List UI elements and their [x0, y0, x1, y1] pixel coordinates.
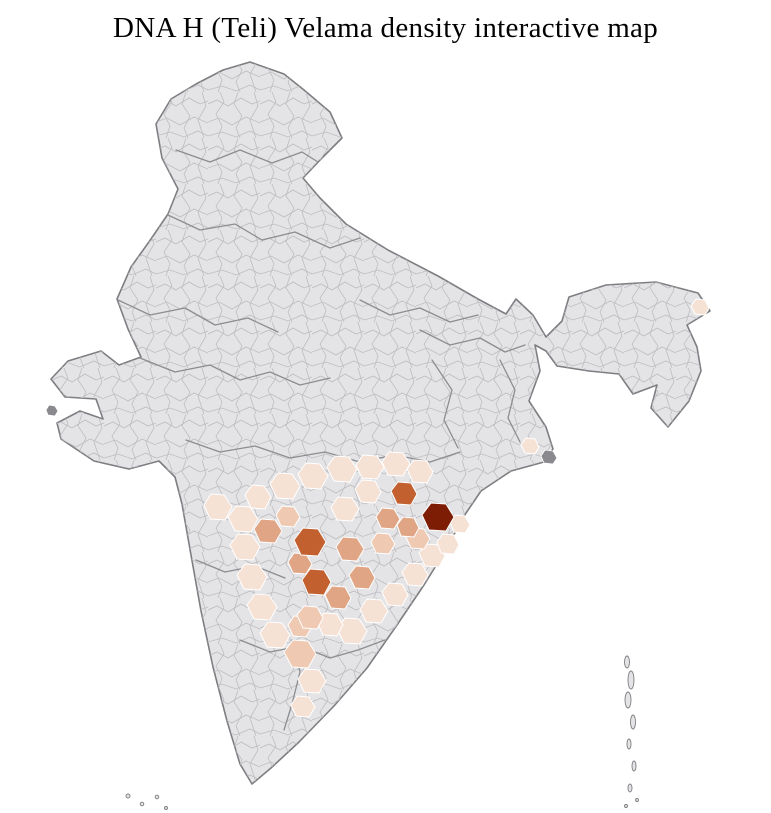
district-cell[interactable]: [326, 455, 358, 483]
no-data-districts: [45, 404, 558, 465]
district-borders-overlay: [51, 62, 710, 784]
lakshadweep-island[interactable]: [154, 794, 160, 800]
district-cell[interactable]: [335, 536, 365, 562]
district-cell[interactable]: [259, 621, 291, 649]
state-border-line: [117, 299, 279, 333]
district-cell[interactable]: [236, 563, 268, 591]
nicobar-island[interactable]: [631, 760, 637, 772]
district-cell-no-data[interactable]: [45, 404, 59, 417]
andaman-island[interactable]: [627, 670, 635, 690]
district-cell[interactable]: [381, 451, 411, 477]
district-cell[interactable]: [421, 502, 455, 532]
district-cell[interactable]: [359, 598, 389, 624]
district-cell[interactable]: [370, 532, 396, 555]
district-cell[interactable]: [381, 582, 409, 607]
andaman-island[interactable]: [624, 691, 632, 709]
state-border-line: [431, 359, 459, 449]
district-cell[interactable]: [330, 496, 360, 522]
district-cell[interactable]: [354, 479, 382, 504]
district-cell[interactable]: [390, 481, 418, 506]
district-cell[interactable]: [253, 518, 283, 544]
nicobar-island[interactable]: [624, 804, 628, 808]
district-cell[interactable]: [246, 593, 278, 621]
district-cell[interactable]: [316, 612, 344, 637]
district-cell[interactable]: [401, 562, 429, 587]
state-border-line: [167, 214, 361, 249]
district-cell-no-data[interactable]: [540, 449, 558, 465]
lakshadweep-islands[interactable]: [125, 793, 168, 810]
lakshadweep-island[interactable]: [139, 801, 145, 807]
district-cell[interactable]: [269, 472, 301, 500]
district-cell[interactable]: [348, 565, 376, 590]
district-cell[interactable]: [283, 639, 317, 669]
density-districts-medium: [253, 507, 420, 610]
state-border-line: [175, 149, 319, 164]
district-cell[interactable]: [297, 462, 329, 490]
district-cell[interactable]: [287, 552, 313, 575]
state-border-line: [359, 299, 479, 323]
district-cell[interactable]: [297, 668, 327, 694]
district-cell[interactable]: [690, 298, 710, 316]
lakshadweep-island[interactable]: [125, 793, 131, 799]
district-cell[interactable]: [436, 533, 460, 555]
state-border-line: [419, 329, 526, 353]
andaman-island[interactable]: [624, 655, 630, 669]
density-districts-lowest: [203, 298, 710, 718]
state-borders: [117, 149, 526, 731]
district-cell[interactable]: [293, 527, 327, 557]
nicobar-island[interactable]: [635, 798, 639, 802]
district-cell[interactable]: [296, 605, 324, 630]
district-cell[interactable]: [203, 493, 233, 521]
district-cell[interactable]: [396, 516, 420, 538]
district-cell[interactable]: [244, 484, 272, 510]
district-cell[interactable]: [275, 505, 301, 528]
density-districts-high: [293, 481, 418, 596]
andaman-island[interactable]: [626, 738, 632, 750]
state-border-line: [185, 439, 461, 463]
district-cell[interactable]: [301, 568, 332, 596]
nicobar-island[interactable]: [627, 783, 633, 793]
district-cell[interactable]: [229, 533, 261, 561]
state-border-line: [195, 559, 286, 579]
district-cell[interactable]: [520, 437, 540, 455]
district-cell[interactable]: [324, 585, 352, 610]
district-cell[interactable]: [290, 695, 316, 718]
district-cell[interactable]: [336, 617, 368, 645]
state-border-line: [139, 357, 331, 386]
andaman-nicobar-islands[interactable]: [624, 655, 639, 808]
density-districts-low: [275, 505, 431, 669]
district-cell[interactable]: [375, 507, 401, 530]
andaman-island[interactable]: [630, 714, 636, 730]
district-cell[interactable]: [449, 514, 471, 534]
lakshadweep-island[interactable]: [164, 806, 168, 810]
density-districts-highest: [421, 502, 455, 532]
page-title: DNA H (Teli) Velama density interactive …: [112, 12, 659, 44]
district-cell[interactable]: [406, 459, 434, 484]
district-cell[interactable]: [227, 505, 259, 533]
state-border-line: [499, 359, 521, 443]
